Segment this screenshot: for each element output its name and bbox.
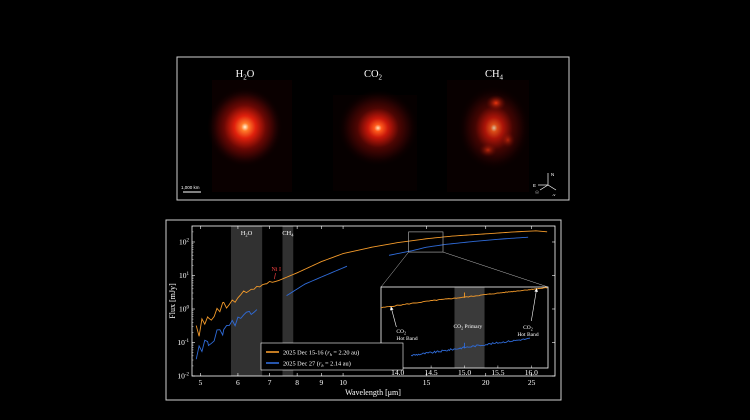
- inset-line-blue: [410, 337, 531, 357]
- band-label-ch4: CH4: [282, 230, 294, 238]
- y-tick-label: 102: [179, 237, 190, 246]
- zoom-rect: [408, 231, 444, 253]
- x-tick-label: 15: [423, 378, 431, 387]
- y-tick-label: 10-2: [177, 372, 189, 381]
- label-co2: CO2: [364, 69, 383, 82]
- zoom-region-box: [380, 231, 549, 288]
- annotation-ni-i-label: Ni I: [271, 267, 281, 273]
- y-tick-label: 100: [179, 304, 190, 313]
- inset-arrows: [390, 288, 538, 328]
- inset-tick-label: 15.0: [458, 368, 471, 377]
- y-tick-label: 10-1: [177, 338, 189, 347]
- zoom-connector-right: [442, 251, 549, 288]
- inset-tick-label: 14.0: [391, 368, 404, 377]
- inset-band-primary: [454, 287, 485, 368]
- inset-line-orange: [380, 287, 548, 309]
- band-label-h2o: H2O: [241, 230, 253, 238]
- compass-sun: ☉: [535, 190, 540, 196]
- inset-label-co2-hot-band-right: CO2 Hot Band: [517, 325, 538, 338]
- inset-label-co2-primary: CO2 Primary: [453, 324, 482, 331]
- inset-tick-label: 14.5: [425, 368, 438, 377]
- image-ch4: [447, 80, 530, 192]
- x-tick-label: 25: [528, 378, 536, 387]
- scale-bar: 1,000 km: [181, 185, 201, 193]
- compass-rose: N E ☉ -v: [533, 172, 557, 197]
- axes-frame: [191, 225, 556, 377]
- series-line-1: [195, 236, 529, 360]
- x-ticks: 5 6 7 8 9 10 15 20 25: [199, 226, 536, 387]
- label-ch4: CH4: [485, 69, 504, 82]
- inset-tick-label: 15.5: [491, 368, 504, 377]
- legend-box: [260, 342, 404, 371]
- compass-velocity: -v: [552, 192, 555, 197]
- series-line-0: [195, 230, 548, 337]
- inset-plot: [380, 287, 548, 368]
- inset-tick-label: 16.0: [525, 368, 538, 377]
- compass-north: N: [551, 172, 554, 177]
- legend: 2025 Dec 15-16 (rh = 2.20 au) 2025 Dec 2…: [260, 342, 404, 371]
- inset-arrow-right: [531, 288, 537, 322]
- image-co2: [333, 90, 418, 191]
- x-tick-label: 6: [236, 378, 240, 387]
- inset-arrow-left-head: [390, 306, 394, 311]
- y-ticks: 10-2 10-1 100 101 102: [177, 231, 555, 381]
- y-axis-label: Flux [mJy]: [168, 283, 177, 319]
- compass-east: E: [533, 183, 536, 188]
- x-tick-label: 8: [295, 378, 299, 387]
- band-1: [282, 226, 294, 376]
- label-h2o: H2O: [236, 69, 255, 82]
- x-tick-label: 20: [482, 378, 490, 387]
- x-axis-label: Wavelength [μm]: [345, 388, 401, 397]
- legend-entry-dec15: 2025 Dec 15-16 (rh = 2.20 au): [283, 350, 359, 358]
- x-tick-label: 5: [199, 378, 203, 387]
- inset-label-co2-hot-band-left: CO2 Hot Band: [396, 329, 417, 342]
- inset-arrow-right-head: [534, 288, 538, 293]
- legend-entry-dec27: 2025 Dec 27 (rh = 2.14 au): [283, 361, 351, 369]
- inset-arrow-left: [390, 306, 397, 328]
- x-tick-label: 7: [268, 378, 272, 387]
- x-tick-label: 10: [339, 378, 347, 387]
- image-h2o: [207, 80, 292, 192]
- y-tick-label: 101: [179, 271, 190, 280]
- main-plot: [195, 230, 548, 360]
- zoom-connector-left: [380, 251, 409, 288]
- annotation-ni-i: Ni I: [271, 267, 281, 280]
- x-tick-label: 9: [320, 378, 324, 387]
- scale-bar-label: 1,000 km: [181, 185, 200, 190]
